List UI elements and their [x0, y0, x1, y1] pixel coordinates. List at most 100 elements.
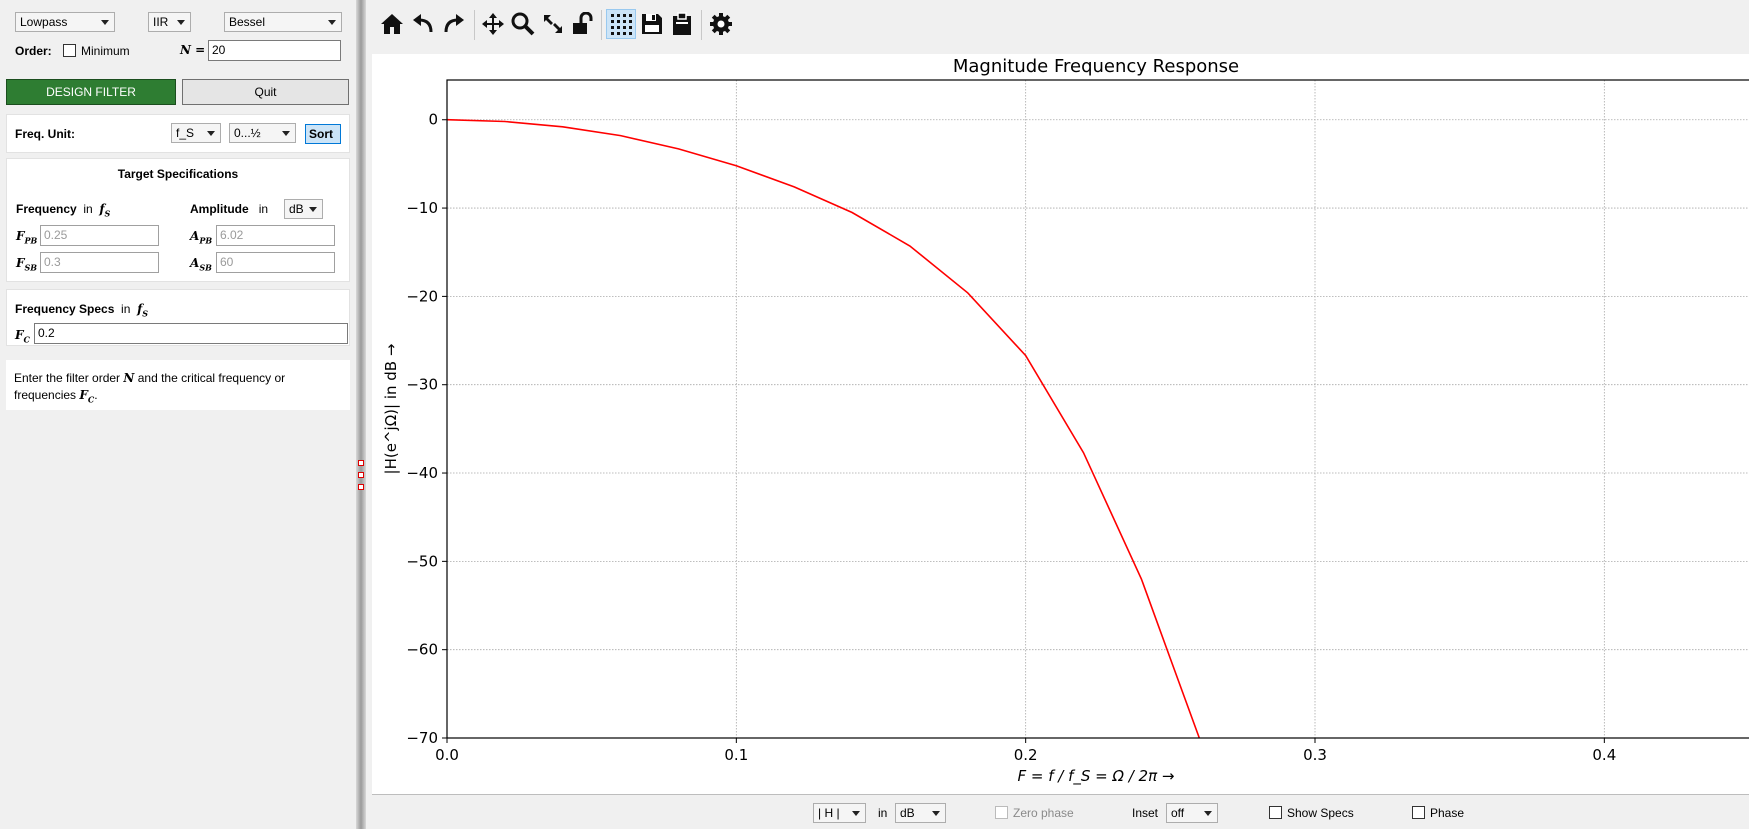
- response-type-select[interactable]: Lowpass: [15, 12, 115, 32]
- plot-toolbar: [372, 0, 1749, 54]
- x-tick-label: 0.1: [724, 746, 748, 764]
- y-tick-label: −30: [406, 376, 438, 394]
- amplitude-unit-value: dB: [289, 202, 304, 216]
- filter-design-panel: Lowpass IIR Bessel Order: Minimum N = 20…: [0, 0, 352, 829]
- chevron-down-icon: [328, 20, 336, 25]
- chevron-down-icon: [852, 811, 860, 816]
- toolbar-separator: [474, 10, 475, 40]
- toolbar-separator: [601, 10, 602, 40]
- a-pb-input[interactable]: 6.02: [216, 225, 335, 246]
- save-icon[interactable]: [637, 9, 667, 39]
- y-tick-label: −40: [406, 464, 438, 482]
- order-n-label: N =: [180, 43, 206, 57]
- magnitude-select-value: | H |: [818, 806, 840, 820]
- handle-dot: [358, 484, 364, 490]
- design-method-value: Bessel: [229, 15, 266, 29]
- magnitude-select[interactable]: | H |: [813, 803, 866, 823]
- x-tick-label: 0.3: [1303, 746, 1327, 764]
- a-sb-symbol: ASB: [190, 256, 212, 273]
- unlock-icon[interactable]: [567, 9, 597, 39]
- y-tick-label: 0: [428, 111, 438, 129]
- magnitude-response-chart[interactable]: 0.0 0.1 0.2 0.3 0.4 0 −10 −20 −30 −40 −50 −60 −70 Ma…: [372, 54, 1749, 794]
- design-method-select[interactable]: Bessel: [224, 12, 342, 32]
- n-symbol: N: [123, 371, 135, 385]
- f-c-input[interactable]: 0.2: [34, 323, 348, 344]
- quit-button[interactable]: Quit: [182, 79, 349, 105]
- y-tick-label: −70: [406, 729, 438, 747]
- amplitude-heading: Amplitude in: [190, 202, 268, 216]
- chevron-down-icon: [309, 207, 317, 212]
- zoom-icon[interactable]: [508, 9, 538, 39]
- y-tick-label: −20: [406, 287, 438, 305]
- chevron-down-icon: [1204, 811, 1212, 816]
- handle-dot: [358, 460, 364, 466]
- zero-phase-checkbox[interactable]: [995, 806, 1008, 819]
- toolbar-separator: [701, 10, 702, 40]
- freq-unit-box: Freq. Unit: f_S 0...½ Sort: [6, 114, 350, 153]
- splitter-handle[interactable]: [358, 460, 364, 490]
- a-sb-input[interactable]: 60: [216, 252, 335, 273]
- info-box: Enter the filter order N and the critica…: [6, 360, 350, 410]
- phase-label: Phase: [1430, 806, 1465, 820]
- freq-range-value: 0...½: [234, 126, 261, 140]
- freq-unit-select[interactable]: f_S: [171, 123, 221, 143]
- amplitude-unit-select[interactable]: dB: [284, 199, 323, 219]
- chevron-down-icon: [282, 131, 290, 136]
- autoscale-icon[interactable]: [538, 9, 568, 39]
- show-specs-checkbox[interactable]: [1269, 806, 1282, 819]
- clipboard-icon[interactable]: [667, 9, 697, 39]
- filter-class-value: IIR: [153, 15, 169, 29]
- pan-icon[interactable]: [478, 9, 508, 39]
- grid-icon[interactable]: [606, 9, 636, 39]
- settings-icon[interactable]: [706, 9, 736, 39]
- unit-select[interactable]: dB: [895, 803, 946, 823]
- target-specs-box: Target Specifications Frequency in fS Am…: [6, 158, 350, 282]
- freq-unit-value: f_S: [176, 126, 195, 140]
- f-sb-input[interactable]: 0.3: [40, 252, 159, 273]
- y-tick-label: −10: [406, 199, 438, 217]
- order-n-input[interactable]: 20: [208, 40, 341, 61]
- info-text-line1: Enter the filter order N and the critica…: [14, 371, 285, 385]
- f-pb-symbol: FPB: [16, 229, 38, 246]
- minimum-order-label: Minimum: [81, 44, 130, 58]
- inset-select[interactable]: off: [1166, 803, 1218, 823]
- amplitude-label: Amplitude: [190, 202, 249, 216]
- show-specs-label: Show Specs: [1287, 806, 1354, 820]
- info-text-line2: frequencies FC.: [14, 388, 98, 405]
- frequency-specs-in-label: in: [121, 302, 131, 316]
- f-sb-symbol: FSB: [16, 256, 38, 273]
- panel-splitter[interactable]: [356, 0, 366, 829]
- response-type-value: Lowpass: [20, 15, 68, 29]
- frequency-specs-title: Frequency Specs: [15, 302, 115, 316]
- f-pb-input[interactable]: 0.25: [40, 225, 159, 246]
- filter-class-select[interactable]: IIR: [148, 12, 191, 32]
- x-tick-label: 0.4: [1592, 746, 1616, 764]
- frequency-heading: Frequency in fS: [16, 202, 110, 218]
- frequency-label: Frequency: [16, 202, 77, 216]
- minimum-order-checkbox[interactable]: [63, 44, 76, 57]
- phase-checkbox[interactable]: [1412, 806, 1425, 819]
- chart-title: Magnitude Frequency Response: [953, 56, 1239, 77]
- y-tick-label: −50: [406, 552, 438, 570]
- plot-area[interactable]: 0.0 0.1 0.2 0.3 0.4 0 −10 −20 −30 −40 −50 −60 −70 Ma…: [372, 54, 1749, 794]
- info-text-part: and the critical frequency or: [137, 371, 286, 385]
- undo-icon[interactable]: [408, 9, 438, 39]
- inset-select-value: off: [1171, 806, 1185, 820]
- redo-icon[interactable]: [439, 9, 469, 39]
- info-text-part: Enter the filter order: [14, 371, 121, 385]
- x-tick-label: 0.2: [1014, 746, 1038, 764]
- axes-frame: [446, 79, 1749, 739]
- sort-button[interactable]: Sort: [305, 124, 341, 144]
- a-pb-symbol: APB: [190, 229, 213, 246]
- home-icon[interactable]: [377, 9, 407, 39]
- f-c-symbol: FC: [15, 328, 30, 345]
- chevron-down-icon: [207, 131, 215, 136]
- plot-options-bar: | H | in dB Zero phase Inset off Show Sp…: [372, 794, 1749, 829]
- fs-symbol: fS: [99, 202, 111, 219]
- design-filter-button[interactable]: DESIGN FILTER: [6, 79, 176, 105]
- target-specs-title: Target Specifications: [117, 167, 239, 181]
- chevron-down-icon: [101, 20, 109, 25]
- freq-range-select[interactable]: 0...½: [229, 123, 296, 143]
- order-label: Order:: [15, 44, 52, 58]
- unit-select-value: dB: [900, 806, 915, 820]
